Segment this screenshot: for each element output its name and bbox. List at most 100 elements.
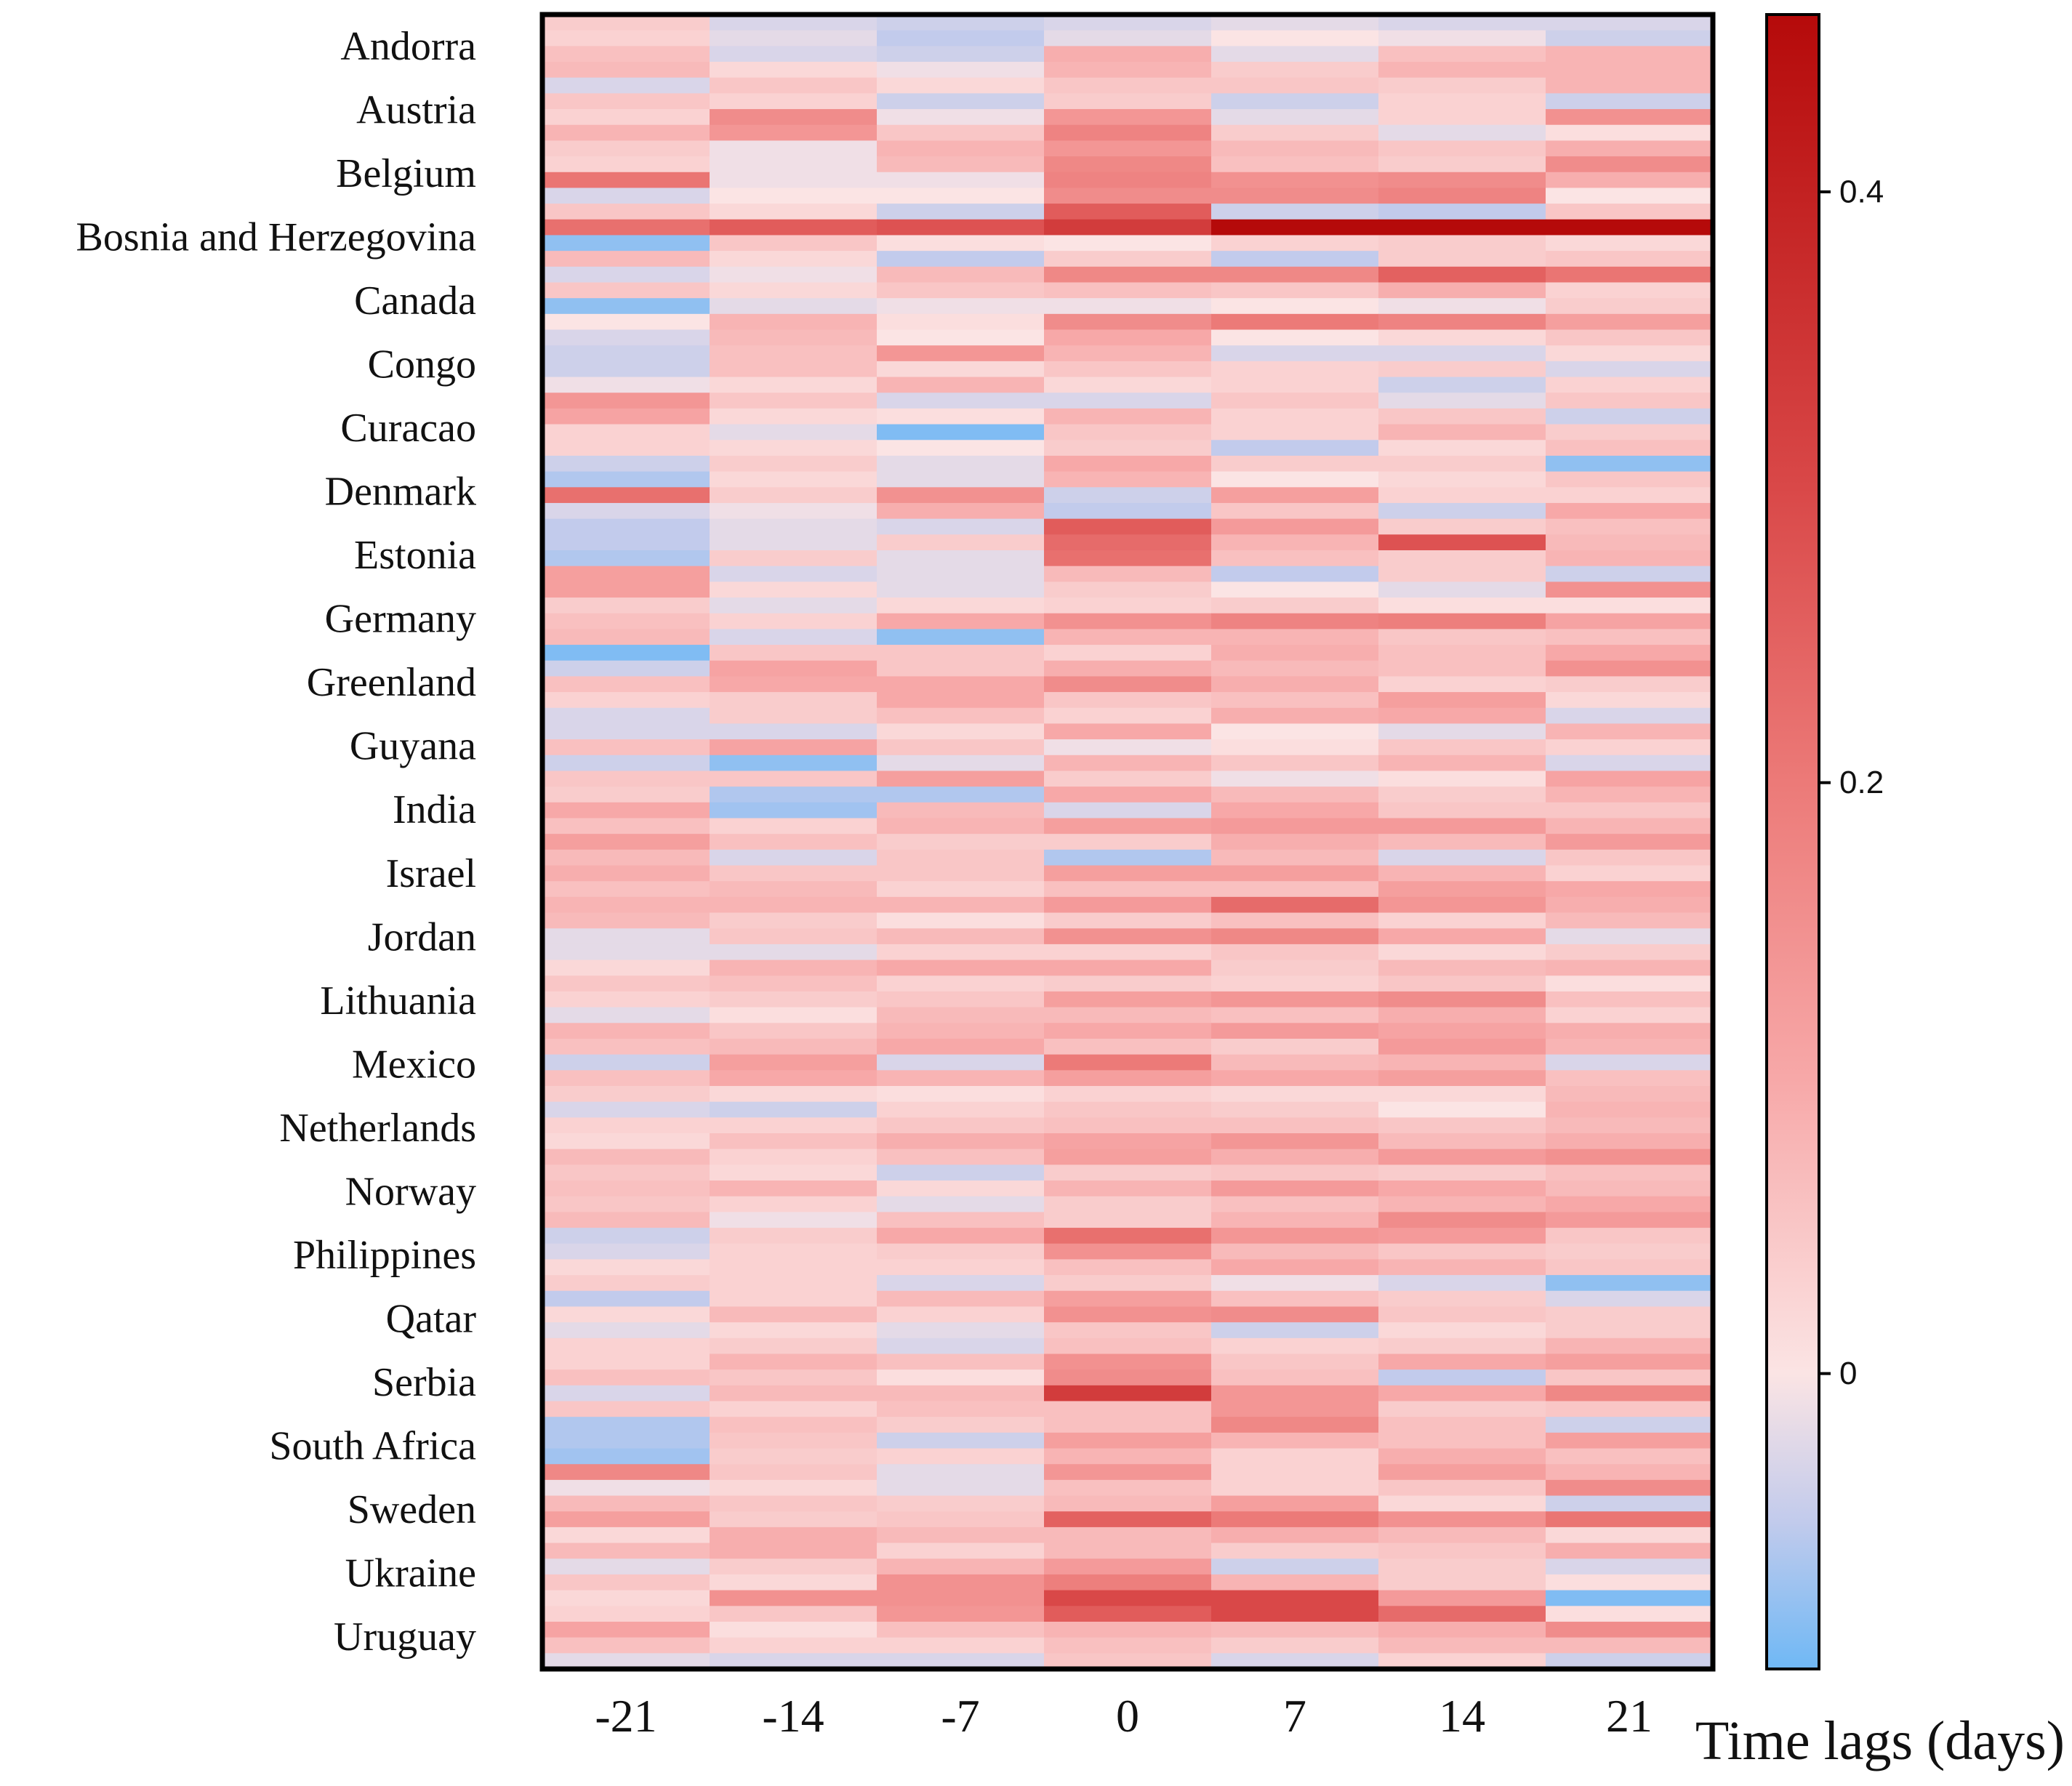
heatmap-cell — [1378, 566, 1546, 582]
heatmap-cell — [1546, 1196, 1714, 1212]
heatmap-cell — [710, 487, 878, 504]
heatmap-cell — [877, 156, 1045, 173]
heatmap-cell — [1044, 93, 1212, 110]
heatmap-cell — [1546, 582, 1714, 598]
heatmap-cell — [877, 1149, 1045, 1165]
heatmap-cell — [710, 1133, 878, 1150]
heatmap-cell — [542, 976, 710, 992]
heatmap-cell — [1546, 676, 1714, 693]
heatmap-cell — [1211, 1495, 1379, 1512]
heatmap-cell — [1546, 329, 1714, 346]
heatmap-cell — [1044, 1401, 1212, 1417]
heatmap-cell — [542, 818, 710, 834]
heatmap-cell — [710, 1306, 878, 1323]
heatmap-cell — [1211, 629, 1379, 645]
heatmap-cell — [710, 30, 878, 47]
y-tick-label: Lithuania — [320, 978, 476, 1023]
heatmap-cell — [1378, 93, 1546, 110]
heatmap-cell — [1211, 598, 1379, 614]
heatmap-cell — [1211, 424, 1379, 441]
heatmap-cell — [1211, 109, 1379, 126]
heatmap-cell — [710, 976, 878, 992]
heatmap-cell — [710, 1338, 878, 1355]
heatmap-cell — [1044, 1338, 1212, 1355]
heatmap-cell — [1378, 1196, 1546, 1212]
heatmap-cell — [542, 298, 710, 315]
heatmap-cell — [877, 282, 1045, 299]
heatmap-cell — [877, 502, 1045, 520]
y-tick-label: Bosnia and Herzegovina — [76, 214, 477, 260]
heatmap-cell — [542, 1432, 710, 1449]
heatmap-cell — [1378, 613, 1546, 629]
heatmap-cell — [1044, 534, 1212, 551]
heatmap-cell — [542, 77, 710, 94]
heatmap-cell — [1044, 156, 1212, 173]
heatmap-cell — [1378, 204, 1546, 220]
heatmap-cell — [1211, 1259, 1379, 1276]
heatmap-cell — [542, 377, 710, 393]
heatmap-cell — [1378, 109, 1546, 126]
heatmap-cell — [1044, 912, 1212, 929]
heatmap-cell — [1044, 1306, 1212, 1323]
heatmap-cell — [710, 1542, 878, 1559]
y-tick-label: India — [393, 787, 476, 832]
heatmap-cell — [877, 1495, 1045, 1512]
heatmap-cell — [1044, 188, 1212, 204]
heatmap-cell — [710, 598, 878, 614]
heatmap-cell — [1044, 1133, 1212, 1150]
x-tick-label: 7 — [1283, 1690, 1306, 1742]
heatmap-cell — [877, 849, 1045, 866]
heatmap-cell — [1044, 408, 1212, 425]
heatmap-cell — [1378, 518, 1546, 535]
heatmap-cell — [542, 172, 710, 189]
heatmap-cell — [542, 1401, 710, 1417]
heatmap-cell — [1044, 1432, 1212, 1449]
heatmap-cell — [1546, 550, 1714, 567]
heatmap-cell — [1546, 408, 1714, 425]
heatmap-cell — [542, 313, 710, 331]
heatmap-cell — [1378, 1117, 1546, 1134]
heatmap-cell — [1211, 1290, 1379, 1308]
heatmap-cell — [1378, 235, 1546, 252]
heatmap-cell — [1546, 692, 1714, 709]
heatmap-cell — [1546, 534, 1714, 551]
heatmap-cell — [877, 408, 1045, 425]
heatmap-cell — [1044, 518, 1212, 535]
heatmap-cell — [710, 1101, 878, 1118]
heatmap-cell — [1211, 1574, 1379, 1591]
heatmap-cell — [1044, 849, 1212, 866]
heatmap-cell — [542, 235, 710, 252]
heatmap-cell — [1378, 676, 1546, 693]
heatmap-cell — [1211, 266, 1379, 283]
heatmap-cell — [877, 487, 1045, 504]
heatmap-cell — [1378, 1542, 1546, 1559]
heatmap-cell — [1044, 1322, 1212, 1339]
heatmap-cell — [542, 787, 710, 803]
heatmap-cell — [710, 329, 878, 346]
heatmap-cell — [710, 550, 878, 567]
heatmap-cell — [1546, 1511, 1714, 1528]
heatmap-cell — [1211, 1228, 1379, 1244]
heatmap-cell — [1378, 282, 1546, 299]
heatmap-cell — [1211, 676, 1379, 693]
heatmap-cell — [1546, 455, 1714, 472]
heatmap-cell — [1546, 1290, 1714, 1308]
heatmap-cell — [1044, 1196, 1212, 1212]
heatmap-cell — [1378, 502, 1546, 520]
heatmap-cell — [710, 109, 878, 126]
heatmap-cell — [1378, 77, 1546, 94]
heatmap-cell — [1546, 1621, 1714, 1638]
heatmap-cell — [877, 1133, 1045, 1150]
heatmap-cell — [710, 140, 878, 157]
heatmap-cell — [1211, 1369, 1379, 1386]
heatmap-cell — [1546, 1401, 1714, 1417]
heatmap-cell — [877, 912, 1045, 929]
y-tick-label: Greenland — [307, 660, 476, 705]
heatmap-cell — [1378, 30, 1546, 47]
heatmap-cell — [710, 424, 878, 441]
heatmap-cell — [542, 802, 710, 819]
heatmap-cell — [1044, 298, 1212, 315]
heatmap-cell — [877, 393, 1045, 409]
y-tick-label: Estonia — [354, 533, 476, 578]
heatmap-cell — [1546, 266, 1714, 283]
